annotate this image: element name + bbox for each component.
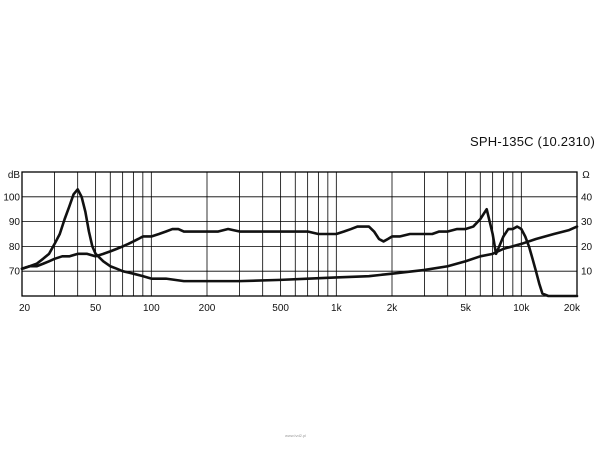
y-right-tick-label: 40 (581, 192, 593, 203)
x-tick-label: 2k (387, 303, 399, 314)
x-tick-label: 200 (199, 303, 216, 314)
y-left-tick-label: 70 (9, 267, 21, 278)
x-tick-label: 20k (564, 303, 581, 314)
y-left-tick-label: 80 (9, 242, 21, 253)
series-lines (20, 188, 579, 298)
x-tick-label: 100 (143, 303, 160, 314)
chart-grid (22, 172, 577, 296)
plot-frame (21, 171, 578, 297)
y-left-tick-label: 90 (9, 217, 21, 228)
x-tick-label: 20 (19, 303, 31, 314)
x-tick-label: 500 (272, 303, 289, 314)
x-tick-label: 50 (90, 303, 102, 314)
spl-curve (20, 207, 579, 298)
watermark-text: www.lvd2.pl (285, 433, 307, 438)
tick-labels: dB Ω 70 80 90 100 10 20 30 40 20 50 100 200 500 1k 2k 5k 1… (3, 170, 592, 314)
y-left-unit-label: dB (8, 170, 21, 181)
x-tick-label: 5k (460, 303, 472, 314)
y-right-unit-label: Ω (582, 170, 590, 181)
x-tick-label: 10k (513, 303, 530, 314)
y-left-tick-label: 100 (3, 192, 20, 203)
y-right-tick-label: 20 (581, 242, 593, 253)
x-tick-label: 1k (331, 303, 343, 314)
impedance-curve (20, 188, 579, 283)
y-right-tick-label: 10 (581, 267, 593, 278)
y-right-tick-label: 30 (581, 217, 593, 228)
chart-title: SPH-135C (10.2310) (470, 134, 595, 149)
